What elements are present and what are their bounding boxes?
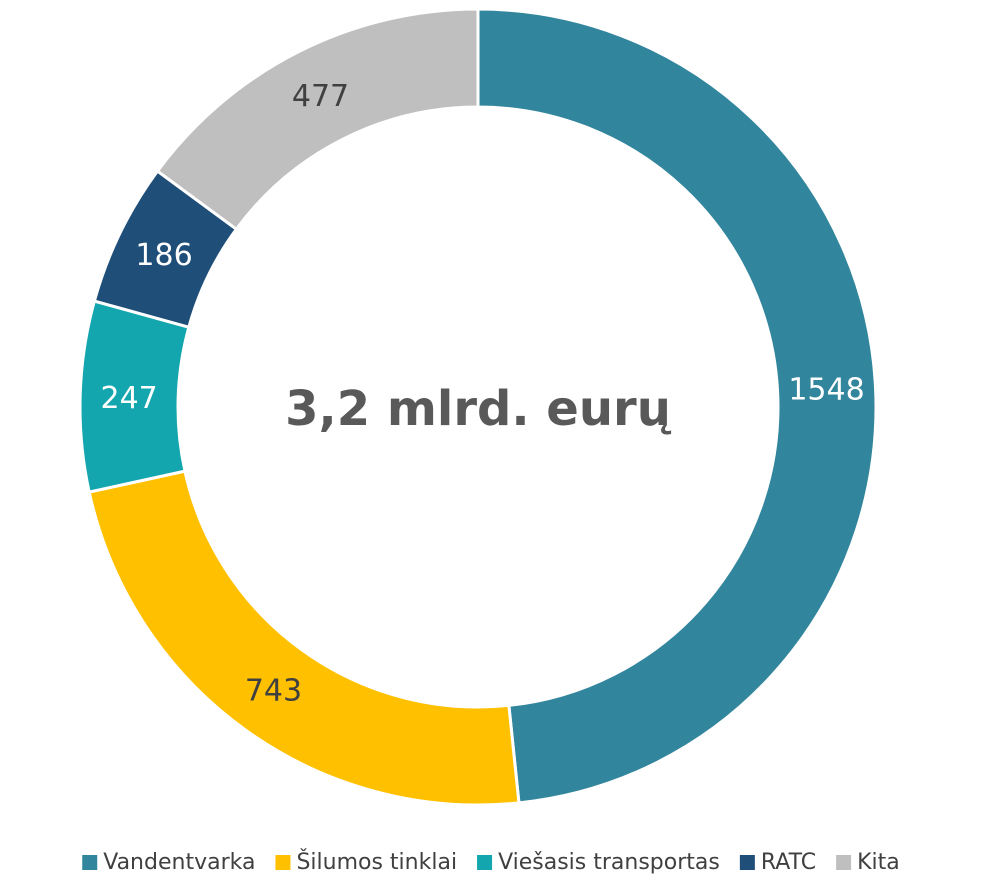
legend-label: RATC bbox=[761, 850, 816, 875]
legend-label: Kita bbox=[857, 850, 900, 875]
data-label: 743 bbox=[245, 673, 302, 708]
legend-label: Šilumos tinklai bbox=[296, 849, 457, 875]
data-label: 477 bbox=[292, 79, 349, 114]
legend-swatch bbox=[739, 855, 755, 870]
legend-swatch bbox=[275, 855, 291, 870]
legend-swatch bbox=[82, 855, 98, 870]
donut-slice bbox=[87, 469, 521, 807]
legend-label: Viešasis transportas bbox=[498, 850, 720, 875]
data-label: 186 bbox=[135, 238, 192, 273]
donut-slice bbox=[476, 7, 878, 805]
legend-swatch bbox=[836, 855, 852, 870]
center-annotation: 3,2 mlrd. eurų bbox=[285, 381, 672, 437]
data-label: 1548 bbox=[788, 373, 864, 408]
donut-slice bbox=[155, 7, 480, 232]
legend-label: Vandentvarka bbox=[103, 850, 255, 875]
data-label: 247 bbox=[100, 381, 157, 416]
legend-swatch bbox=[477, 855, 493, 870]
